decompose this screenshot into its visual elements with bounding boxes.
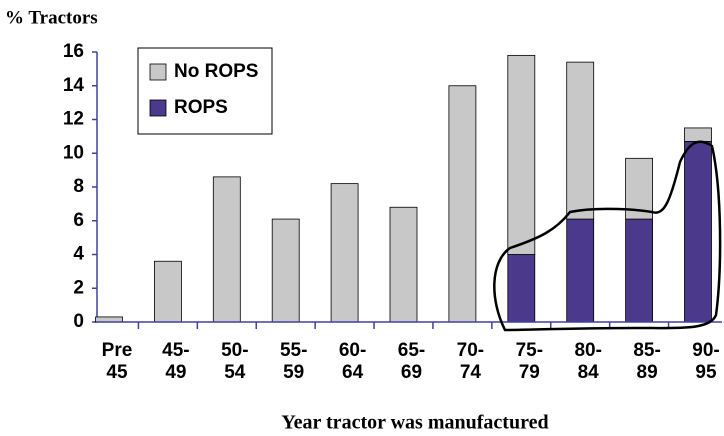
x-tick-label: 80- 84 [574, 340, 602, 383]
legend: No ROPS ROPS [137, 47, 273, 135]
y-tick-label: 6 [73, 210, 84, 231]
x-tick-label: 45- 49 [162, 340, 190, 383]
y-tick-label: 12 [63, 109, 84, 130]
y-tick-label: 8 [73, 176, 84, 197]
x-tick-label: 90- 95 [692, 340, 720, 383]
bar-segment [212, 176, 241, 323]
bar-segment [507, 254, 536, 323]
bar-segment [153, 260, 182, 323]
bar-segment [566, 61, 595, 220]
x-tick-label: 55- 59 [279, 340, 308, 383]
y-tick-label: 14 [63, 75, 85, 96]
bar-segment [684, 127, 712, 142]
y-tick-label: 0 [73, 311, 84, 332]
x-tick-label: 85- 89 [633, 340, 661, 383]
x-tick-label: 70- 74 [456, 340, 485, 383]
x-tick-label: Pre 45 [101, 340, 133, 383]
bar-segment [566, 218, 595, 323]
y-tick-label: 2 [73, 277, 84, 298]
bar-segment [448, 85, 477, 323]
bar-segment [95, 316, 123, 323]
legend-box [137, 47, 273, 135]
hand-drawn-annotation [493, 140, 722, 332]
legend-swatch [149, 99, 167, 117]
x-tick-label: 50- 54 [221, 340, 249, 383]
bar-segment [389, 206, 418, 323]
legend-label: No ROPS [174, 61, 258, 82]
x-tick-label: 75- 79 [515, 340, 544, 383]
legend-swatch [149, 63, 167, 81]
bar-segment [684, 141, 712, 323]
x-tick-label: 65- 69 [397, 340, 426, 383]
bar-segment [271, 218, 300, 323]
bar-segment [625, 218, 653, 323]
x-axis-label: Year tractor was manufactured [281, 412, 548, 434]
x-tick-label: 60- 64 [338, 340, 367, 383]
bar-segment [507, 54, 536, 255]
bar-segment [330, 183, 359, 323]
y-tick-label: 4 [73, 244, 84, 265]
y-tick-label: 16 [63, 41, 84, 62]
y-axis-label: % Tractors [5, 7, 98, 28]
plot-area: 0 2 4 6 8 10 12 14 16 [63, 41, 722, 332]
legend-label: ROPS [174, 97, 228, 118]
y-tick-label: 10 [63, 142, 84, 163]
